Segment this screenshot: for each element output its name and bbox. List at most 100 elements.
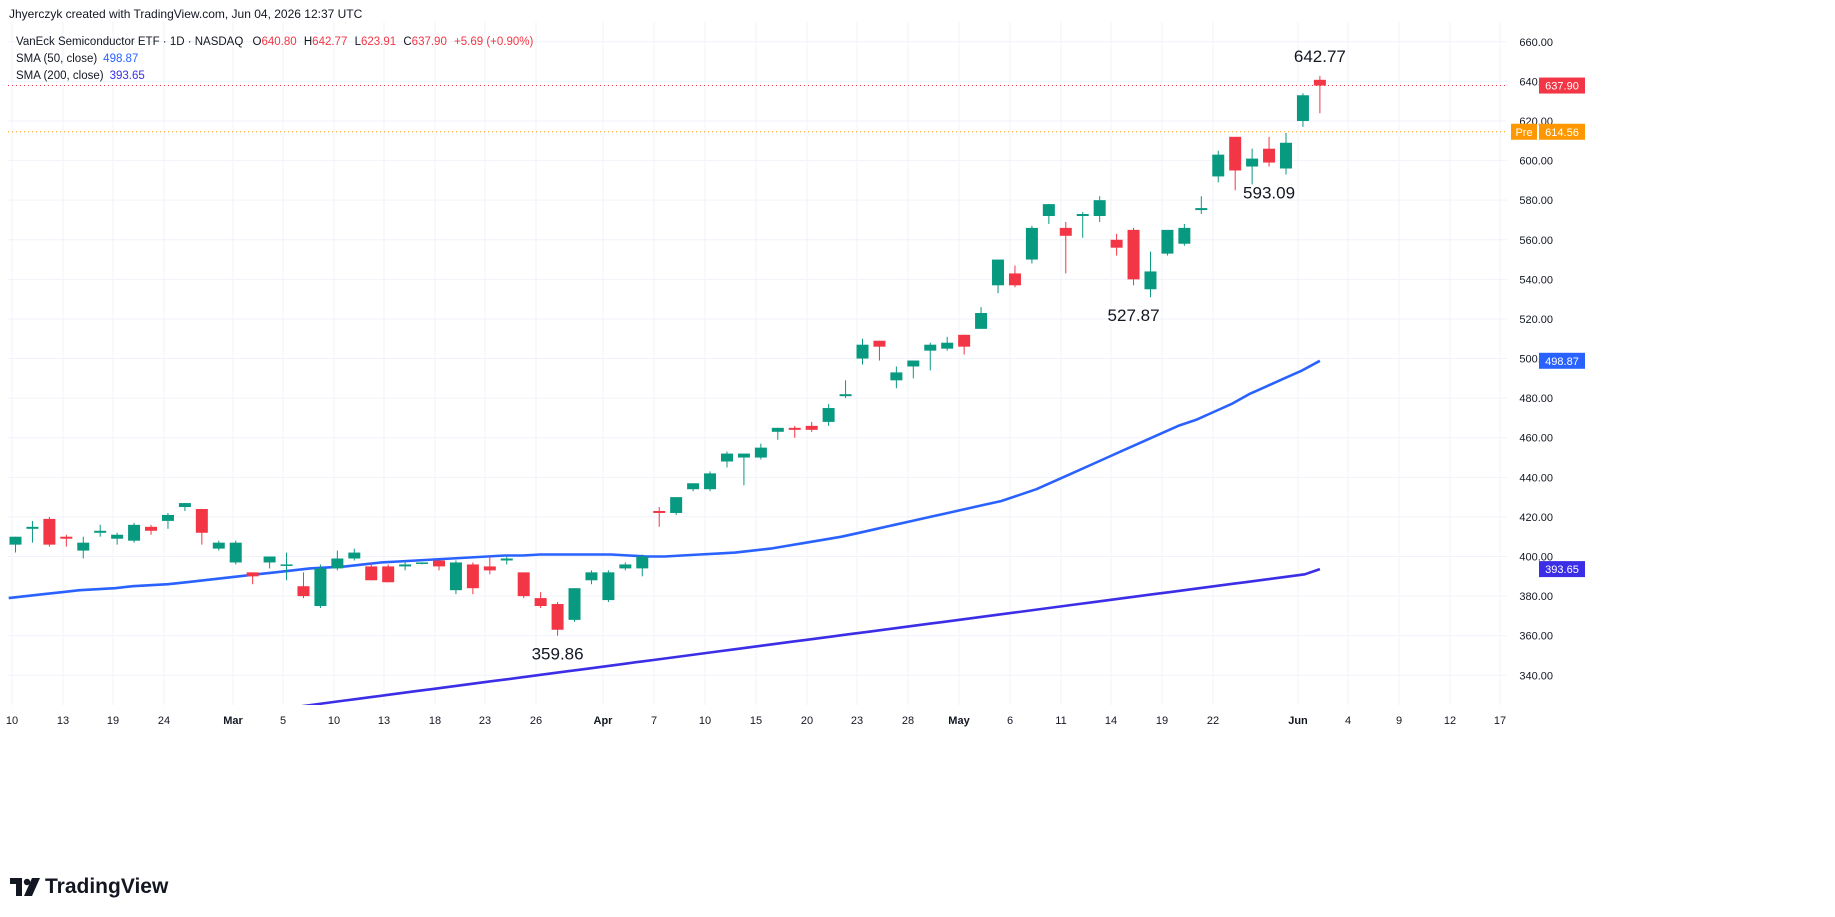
x-tick-label: 23 bbox=[479, 715, 491, 727]
candle-body bbox=[466, 564, 479, 589]
price-annotation: 642.77 bbox=[1294, 47, 1346, 66]
sma50-row[interactable]: SMA (50, close) 498.87 bbox=[16, 51, 533, 68]
candle bbox=[1229, 136, 1242, 191]
y-tick-label: 660.00 bbox=[1519, 37, 1553, 49]
candle bbox=[924, 342, 937, 371]
candle-body bbox=[720, 453, 733, 462]
candle bbox=[1161, 229, 1174, 256]
candlestick-series[interactable] bbox=[9, 75, 1326, 636]
x-tick-label: 19 bbox=[1156, 715, 1168, 727]
candle-body bbox=[873, 340, 886, 347]
candle bbox=[737, 453, 750, 486]
close-value: 637.90 bbox=[411, 36, 447, 48]
candle bbox=[348, 548, 361, 561]
y-tick-label: 540.00 bbox=[1519, 274, 1553, 286]
candle bbox=[128, 522, 141, 543]
candle bbox=[1025, 225, 1038, 264]
candle bbox=[449, 560, 462, 595]
candle bbox=[839, 380, 852, 399]
candle-body bbox=[263, 556, 276, 563]
x-tick-label: 14 bbox=[1105, 715, 1117, 727]
candle bbox=[229, 540, 242, 565]
candle-body bbox=[60, 536, 73, 539]
candle-body bbox=[77, 542, 90, 551]
ohlc-row[interactable]: VanEck Semiconductor ETF · 1D · NASDAQ O… bbox=[16, 34, 533, 51]
candle bbox=[890, 366, 903, 389]
tradingview-logo[interactable]: TradingView bbox=[10, 875, 168, 899]
price-tag-text: 614.56 bbox=[1545, 127, 1579, 139]
candle-body bbox=[246, 572, 259, 577]
candle-body bbox=[1229, 136, 1242, 171]
y-tick-label: 460.00 bbox=[1519, 433, 1553, 445]
candle-body bbox=[1076, 214, 1089, 217]
y-tick-label: 520.00 bbox=[1519, 314, 1553, 326]
candle bbox=[653, 507, 666, 527]
x-tick-label: 26 bbox=[530, 715, 542, 727]
candle-body bbox=[433, 560, 445, 567]
sma200-row[interactable]: SMA (200, close) 393.65 bbox=[16, 68, 533, 85]
x-tick-label: 15 bbox=[750, 715, 762, 727]
candle-body bbox=[111, 534, 124, 539]
candle bbox=[534, 592, 547, 608]
candle-body bbox=[128, 524, 141, 541]
chart-grid bbox=[8, 22, 1507, 705]
candle bbox=[636, 554, 649, 577]
candle bbox=[26, 520, 39, 543]
low-value: 623.91 bbox=[360, 36, 397, 48]
candle-body bbox=[687, 483, 700, 490]
candle-body bbox=[737, 453, 750, 458]
x-tick-label: 24 bbox=[158, 715, 170, 727]
candle bbox=[873, 340, 886, 361]
price-annotation: 527.87 bbox=[1108, 306, 1160, 325]
open-label: O bbox=[252, 36, 262, 48]
x-tick-label: 28 bbox=[902, 715, 914, 727]
x-tick-label: 13 bbox=[378, 715, 390, 727]
sma200-value: 393.65 bbox=[109, 70, 145, 82]
time-axis[interactable]: 10 13 19 24 Mar 5 10 13 18 23 26 Apr 7 10 15 20 23 28 May 6… bbox=[6, 715, 1506, 727]
candle-body bbox=[670, 497, 683, 513]
symbol-title[interactable]: VanEck Semiconductor ETF · 1D · NASDAQ bbox=[16, 36, 244, 48]
candle-body bbox=[297, 586, 310, 597]
candle-body bbox=[43, 518, 56, 545]
candle bbox=[788, 425, 801, 438]
candle bbox=[331, 550, 344, 571]
candle bbox=[145, 524, 158, 535]
candle-body bbox=[331, 558, 344, 569]
candle bbox=[585, 570, 598, 585]
x-tick-label: 23 bbox=[851, 715, 863, 727]
candle bbox=[178, 503, 191, 511]
price-annotations: 642.77 593.09 527.87 359.86 bbox=[532, 47, 1346, 664]
chart-credit: Jhyerczyk created with TradingView.com, … bbox=[9, 7, 363, 21]
candle-body bbox=[602, 572, 615, 601]
x-tick-label: 10 bbox=[328, 715, 340, 727]
x-tick-label: 5 bbox=[280, 715, 286, 727]
candle bbox=[382, 564, 395, 583]
price-tag-text: 498.87 bbox=[1545, 356, 1579, 368]
open-value: 640.80 bbox=[261, 36, 297, 48]
candle bbox=[568, 588, 581, 622]
candle-body bbox=[483, 566, 496, 571]
candle-body bbox=[788, 427, 801, 430]
sma-200-layer bbox=[301, 567, 1321, 705]
candle-body bbox=[94, 530, 107, 533]
candle-body bbox=[212, 542, 225, 549]
candle bbox=[263, 556, 276, 569]
candle-body bbox=[890, 372, 903, 381]
candle-body bbox=[941, 342, 954, 349]
price-axis[interactable]: 340.00 360.00 380.00 400.00 420.00 440.00 460.… bbox=[1511, 37, 1585, 683]
candle bbox=[416, 562, 429, 565]
candle bbox=[9, 536, 22, 553]
sma-50-line bbox=[8, 359, 1321, 600]
candle bbox=[670, 497, 683, 515]
high-label: H bbox=[303, 36, 313, 48]
candle-body bbox=[1144, 271, 1157, 290]
candle bbox=[975, 307, 988, 329]
candle-body bbox=[449, 562, 462, 591]
candle-body bbox=[161, 514, 174, 521]
candle-body bbox=[517, 572, 530, 597]
candle bbox=[517, 572, 530, 599]
candle bbox=[161, 512, 174, 529]
candle bbox=[1178, 223, 1191, 246]
y-tick-label: 360.00 bbox=[1519, 631, 1553, 643]
